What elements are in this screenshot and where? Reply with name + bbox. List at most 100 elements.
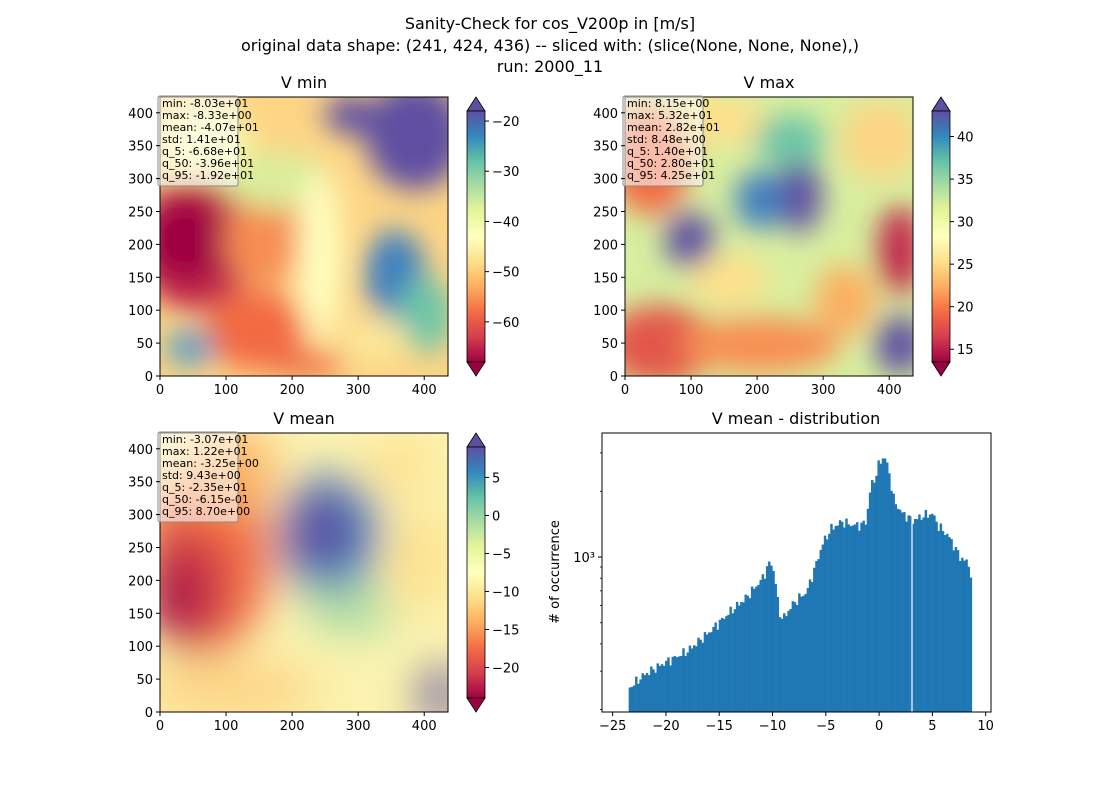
histogram-bar [652,669,655,712]
colorbar-tick-label: 25 [957,258,974,273]
histogram-bar [946,533,949,712]
histogram-bar [667,657,670,712]
histogram-bar [800,596,803,712]
colorbar-tick-label: −5 [492,547,511,562]
colorbar: 15 20 25 30 35 40 [931,96,974,377]
histogram-bar [969,577,973,712]
histogram-bar [795,605,799,712]
histogram-bar [776,596,780,712]
x-tick-label: 100 [214,719,239,734]
histogram-bar [701,642,705,712]
panel-distribution: V mean - distribution −25 −20 −15 −10 −5 0 5 10… [548,409,994,734]
y-tick-label: 250 [593,205,618,220]
heatmap-image [625,97,913,376]
stats-line: min: -8.03e+01 [162,97,248,110]
histogram-bar [853,524,857,712]
histogram-bar [742,602,745,712]
histogram-bar [765,566,769,712]
stats-line: q_50: 2.80e+01 [627,157,715,170]
histogram-bar [834,525,837,712]
colorbar-tick-label: 20 [957,301,974,316]
stats-line: q_95: -1.92e+01 [162,169,254,182]
histogram-bar [662,665,666,712]
histogram-bar [843,527,846,712]
y-tick-label: 400 [128,107,153,122]
panel-v-max: V max min: 8.15e+00 max [593,73,973,398]
histogram-bar [804,593,807,712]
colorbar-tick-label: −15 [492,624,519,639]
histogram-bar [862,520,865,712]
colorbar-tick-label: 5 [492,471,500,486]
histogram-bar [716,629,720,712]
x-tick-label: 200 [280,383,305,398]
histogram-bar [888,473,891,712]
histogram-bar [933,515,936,712]
histogram-bar [669,665,672,712]
x-tick-label: 400 [412,383,437,398]
panel-title: V mean - distribution [712,409,881,428]
x-tick-label: 0 [156,719,164,734]
histogram-bar [815,561,818,712]
histogram-bar [791,601,795,712]
histogram-bar [665,660,668,712]
histogram-bar [847,524,850,712]
x-tick-label: 0 [621,383,629,398]
histogram-bar [913,518,917,712]
histogram-bar [647,675,651,712]
colorbar: −20 −15 −10 −5 0 5 [466,432,519,713]
histogram-bar [748,598,752,712]
y-axis: 0 50 100 150 200 250 300 350 400 [128,443,160,721]
y-tick-label: 100 [128,640,153,655]
stats-line: q_95: 4.25e+01 [627,169,715,182]
histogram-bar [845,518,848,712]
histogram-bar [680,655,683,712]
colorbar-tick-label: −30 [492,165,519,180]
histogram-bar [692,645,696,712]
x-tick-label: 0 [875,719,883,734]
histogram-bar [965,559,968,712]
stats-line: std: 9.43e+00 [162,469,241,482]
histogram-bar [817,559,820,712]
histogram-bar [941,531,945,712]
x-tick-label: −10 [759,719,786,734]
panel-v-mean: V mean min: -3.07e+01 max: 1.22e+01 [128,409,519,734]
y-tick-label: 300 [593,173,618,188]
heatmap-image [160,433,448,712]
histogram-bar [774,583,777,712]
histogram-bars [628,433,973,712]
histogram-bar [952,550,955,712]
histogram-bar [699,639,702,712]
histogram-bar [879,463,883,712]
figure-title-line-3: run: 2000_11 [497,57,603,77]
histogram-bar [723,618,726,712]
x-tick-label: 0 [156,383,164,398]
x-axis: −25 −20 −15 −10 −5 0 5 10 [599,712,994,734]
histogram-bar [656,663,659,712]
histogram-bar [688,645,692,712]
histogram-bar [729,606,732,712]
histogram-bar [643,675,647,712]
histogram-bar [901,512,904,712]
histogram-bar [907,515,910,712]
colorbar-ticks: −60 −50 −40 −30 −20 [485,115,519,331]
y-tick-label: 200 [128,238,153,253]
histogram-bar [866,508,870,712]
histogram-bar [954,546,958,712]
histogram-bar [637,683,640,712]
histogram-bar [903,512,906,712]
stats-line: q_95: 8.70e+00 [162,505,250,518]
colorbar-tick-label: −60 [492,316,519,331]
stats-line: max: -8.33e+00 [162,109,252,122]
histogram-bar [840,521,844,712]
stats-line: max: 5.32e+01 [627,109,713,122]
x-axis: 0 100 200 300 400 [156,712,437,734]
histogram-bar [757,584,760,712]
histogram-bar [738,605,741,712]
histogram-bar [710,632,713,712]
histogram-bar [735,601,739,712]
histogram-bar [772,570,775,712]
histogram-bar [868,492,872,712]
histogram-bar [823,535,827,712]
histogram-bar [744,594,747,712]
histogram-bar [819,549,822,712]
